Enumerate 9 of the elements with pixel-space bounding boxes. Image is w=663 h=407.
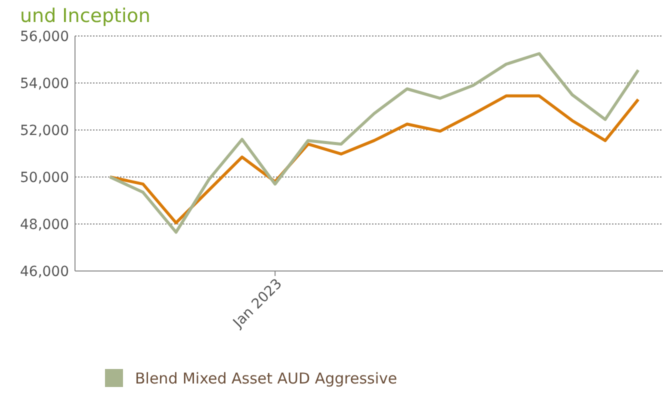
chart-title: und Inception	[20, 5, 150, 27]
y-tick-label: 46,000	[20, 264, 69, 280]
legend-label: Blend Mixed Asset AUD Aggressive	[135, 369, 398, 388]
y-tick-label: 54,000	[20, 76, 69, 92]
y-tick-label: 48,000	[20, 216, 69, 233]
y-tick-label: 50,000	[20, 170, 69, 186]
y-tick-label: 52,000	[20, 122, 69, 139]
y-tick-label: 56,000	[20, 28, 69, 45]
line-series	[108, 52, 640, 234]
